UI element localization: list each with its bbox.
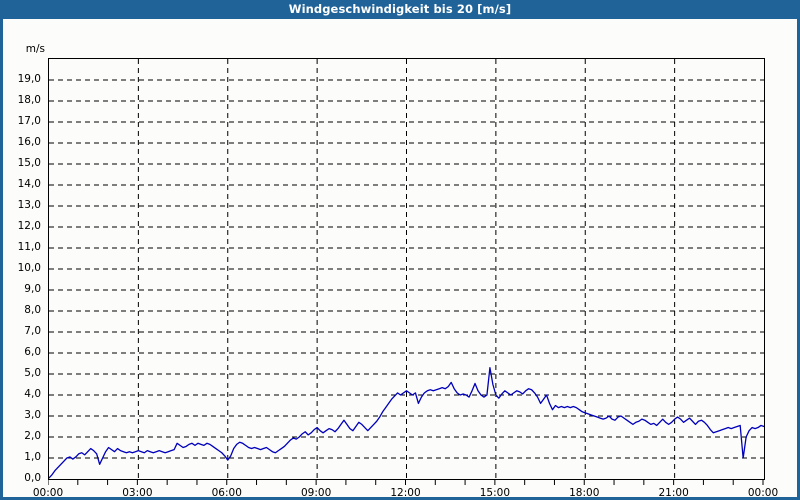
x-axis-tick-time: 00:00 bbox=[747, 487, 779, 499]
horizontal-gridlines bbox=[49, 79, 764, 459]
x-axis-tick-label: 09:0029.04.15 bbox=[276, 487, 356, 499]
wind-speed-series-line bbox=[49, 367, 764, 479]
x-axis-tick-label: 00:0030.04.15 bbox=[723, 487, 797, 499]
y-axis-tick-label: 12,0 bbox=[17, 220, 41, 232]
y-axis-tick-label: 8,0 bbox=[24, 304, 41, 316]
y-axis-tick-label: 14,0 bbox=[17, 178, 41, 190]
x-axis-tick-time: 06:00 bbox=[211, 487, 242, 499]
y-axis-tick-label: 1,0 bbox=[24, 451, 41, 463]
x-axis-tick-time: 18:00 bbox=[569, 487, 600, 499]
chart-area: m/s 19,0 18,0 17,0 16,0 15,0 14,0 13,0 12,0 11,0… bbox=[3, 19, 797, 499]
wind-speed-line-chart bbox=[49, 59, 764, 479]
x-axis-tick-time: 00:00 bbox=[32, 487, 64, 499]
y-axis-tick-label: 13,0 bbox=[17, 199, 41, 211]
x-axis-tick-marks bbox=[48, 480, 764, 485]
x-axis-tick-time: 21:00 bbox=[658, 487, 689, 499]
vertical-gridlines bbox=[137, 59, 676, 479]
x-axis-tick-label: 21:0029.04.15 bbox=[634, 487, 714, 499]
y-axis-tick-label: 0,0 bbox=[24, 472, 41, 484]
y-axis-tick-label: 10,0 bbox=[17, 262, 41, 274]
x-axis-tick-label: 12:0029.04.15 bbox=[366, 487, 446, 499]
x-axis-tick-label: 00:0029.04.15 bbox=[8, 487, 88, 499]
x-axis-tick-label: 03:0029.04.15 bbox=[97, 487, 177, 499]
x-axis-tick-label: 18:0029.04.15 bbox=[544, 487, 624, 499]
x-axis-tick-time: 03:00 bbox=[122, 487, 153, 499]
y-axis-tick-label: 9,0 bbox=[24, 283, 41, 295]
y-axis-unit-label: m/s bbox=[25, 43, 45, 55]
window-title-bar: Windgeschwindigkeit bis 20 [m/s] bbox=[3, 3, 797, 19]
x-axis-tick-time: 15:00 bbox=[479, 487, 510, 499]
y-axis-tick-label: 16,0 bbox=[17, 136, 41, 148]
x-axis-tick-label: 06:0029.04.15 bbox=[187, 487, 267, 499]
plot-area bbox=[48, 58, 765, 480]
y-axis-tick-label: 17,0 bbox=[17, 115, 41, 127]
y-axis-tick-label: 15,0 bbox=[17, 157, 41, 169]
y-axis-tick-label: 6,0 bbox=[24, 346, 41, 358]
y-axis-tick-label: 7,0 bbox=[24, 325, 41, 337]
y-axis-tick-label: 5,0 bbox=[24, 367, 41, 379]
x-axis-tick-label: 15:0029.04.15 bbox=[455, 487, 535, 499]
y-axis-tick-label: 2,0 bbox=[24, 430, 41, 442]
y-axis-tick-label: 4,0 bbox=[24, 388, 41, 400]
y-axis-tick-label: 18,0 bbox=[17, 94, 41, 106]
x-axis-tick-time: 12:00 bbox=[390, 487, 421, 499]
y-axis-tick-label: 3,0 bbox=[24, 409, 41, 421]
y-axis-tick-label: 11,0 bbox=[17, 241, 41, 253]
x-axis-tick-time: 09:00 bbox=[300, 487, 332, 499]
y-axis-tick-label: 19,0 bbox=[17, 73, 41, 85]
